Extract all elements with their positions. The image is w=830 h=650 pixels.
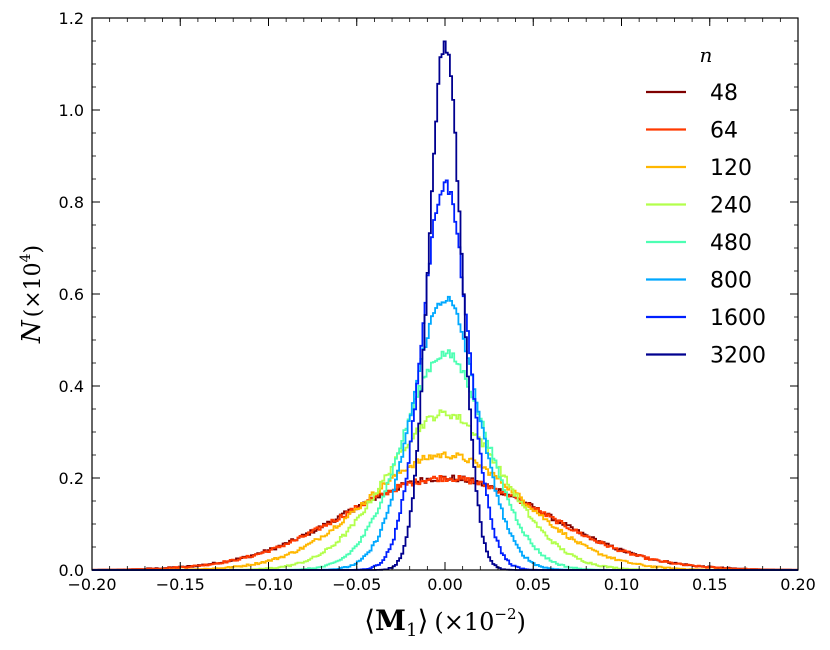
legend-label-3200: 3200 [710,344,766,369]
series-line-240 [92,409,798,571]
x-tick-label: 0.00 [427,575,463,594]
x-tick-label: −0.10 [244,575,293,594]
x-tick-labels: −0.20 −0.15 −0.10 −0.05 0.00 0.05 0.10 0.15 0.20 [67,575,815,594]
y-tick-labels: 0.0 0.2 0.4 0.6 0.8 1.0 1.2 [59,9,84,580]
x-tick-label: −0.05 [332,575,381,594]
legend-title: n [700,43,713,67]
series-line-64 [92,475,798,571]
series-curves [92,40,798,571]
y-tick-label: 1.0 [59,101,84,120]
y-axis-label: N(×104) [17,245,47,344]
legend: n 48 64 120 240 480 800 1600 3200 [646,43,766,369]
x-tick-label: −0.20 [67,575,116,594]
series-line-48 [92,474,798,571]
legend-label-64: 64 [710,119,738,144]
y-tick-label: 0.8 [59,193,84,212]
x-tick-label: 0.05 [515,575,551,594]
legend-label-1600: 1600 [710,306,766,331]
y-tick-label: 0.4 [59,377,84,396]
series-line-1600 [92,179,798,571]
y-tick-label: 0.6 [59,285,84,304]
series-line-3200 [92,40,798,571]
series-line-120 [92,451,798,571]
legend-label-120: 120 [710,156,752,181]
x-axis-label: ⟨M1⟩ (×10−2) [364,604,526,641]
x-tick-label: −0.15 [156,575,205,594]
y-tick-label: 0.2 [59,469,84,488]
y-tick-label: 1.2 [59,9,84,28]
y-tick-label: 0.0 [59,561,84,580]
legend-label-480: 480 [710,231,752,256]
series-line-480 [92,349,798,571]
x-tick-label: 0.15 [692,575,728,594]
legend-label-240: 240 [710,194,752,219]
series-line-800 [92,295,798,571]
x-tick-label: 0.10 [604,575,640,594]
x-tick-label: 0.20 [780,575,816,594]
axis-ticks [91,17,799,571]
plot-frame [91,17,799,571]
legend-label-800: 800 [710,269,752,294]
legend-label-48: 48 [710,81,738,106]
